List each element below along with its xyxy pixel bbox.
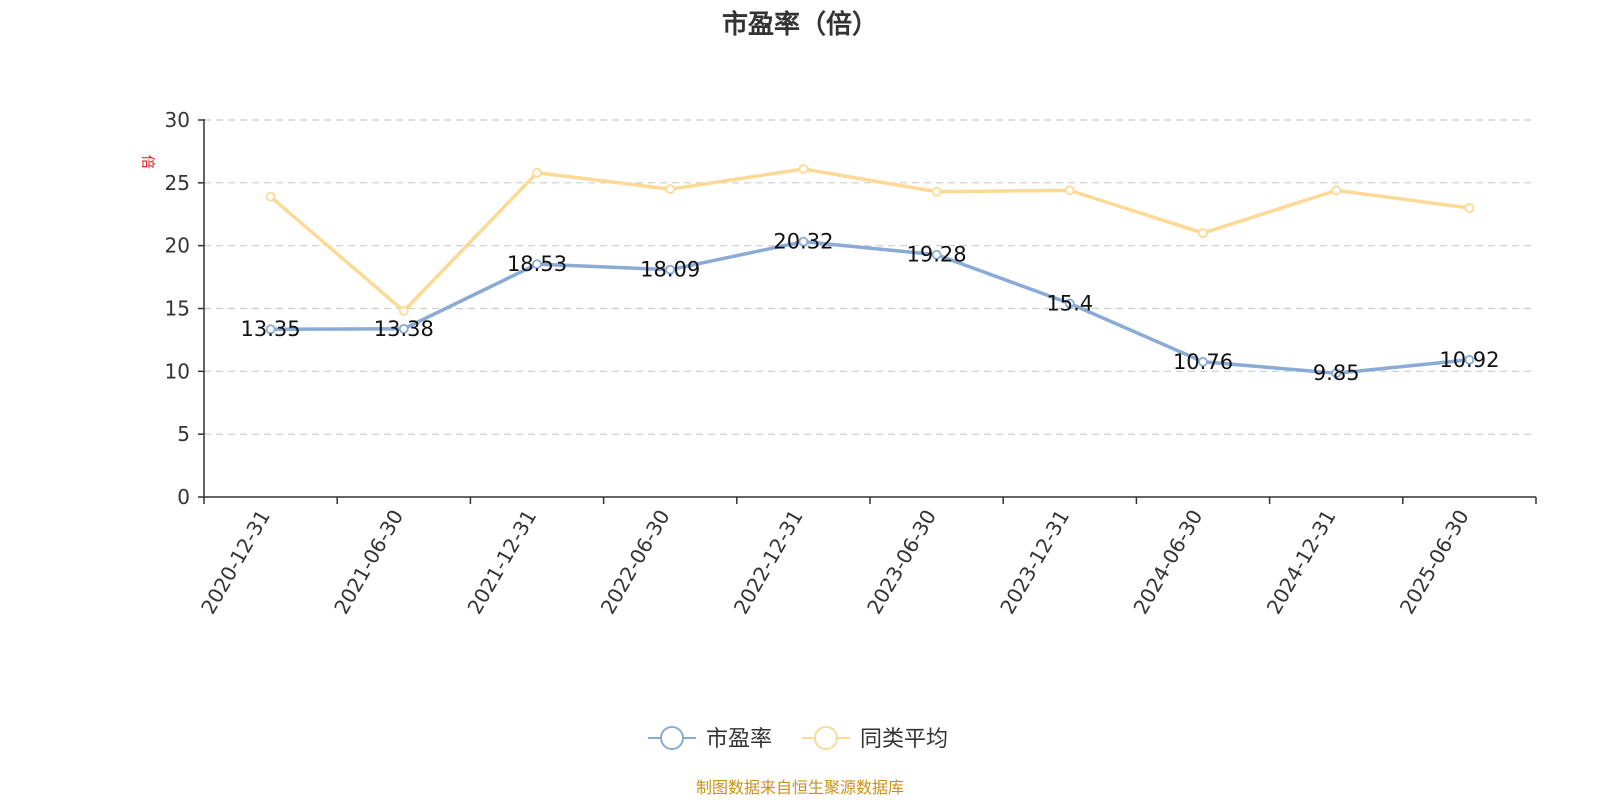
legend[interactable]: 市盈率 同类平均: [648, 726, 948, 752]
series-point-0[interactable]: [1331, 368, 1342, 379]
chart-title: 市盈率（倍）: [722, 9, 878, 40]
y-tick-label: 15: [165, 297, 190, 321]
data-label: 18.53: [507, 252, 567, 276]
series-point-0[interactable]: [265, 324, 276, 335]
grid-lines: [204, 119, 1536, 435]
x-tick-label: 2020-12-31: [196, 506, 275, 619]
x-tick-label: 2024-06-30: [1128, 506, 1207, 619]
data-label: 18.09: [640, 258, 700, 282]
data-label: 19.28: [907, 243, 967, 267]
series-point-1[interactable]: [931, 186, 942, 197]
series-point-0[interactable]: [798, 236, 809, 247]
y-tick-label: 10: [165, 359, 190, 383]
x-tick-label: 2024-12-31: [1262, 506, 1341, 619]
series-line-0: [270, 239, 1470, 375]
legend-label: 市盈率: [706, 727, 772, 752]
series-lines: [265, 164, 1475, 379]
legend-label: 同类平均: [860, 727, 948, 752]
x-tick-label: 2022-06-30: [596, 506, 675, 619]
series-point-0[interactable]: [398, 323, 409, 334]
series-point-1[interactable]: [1464, 203, 1475, 213]
series-point-0[interactable]: [1464, 354, 1475, 365]
data-label: 10.76: [1173, 350, 1233, 374]
data-label: 10.92: [1439, 348, 1499, 372]
legend-item-0[interactable]: 市盈率: [648, 726, 772, 752]
series-point-1[interactable]: [1064, 185, 1075, 196]
series-point-1[interactable]: [1198, 228, 1208, 239]
legend-marker: [660, 726, 684, 750]
series-point-1[interactable]: [665, 184, 676, 195]
series-point-1[interactable]: [798, 164, 809, 174]
series-point-1[interactable]: [532, 167, 542, 178]
legend-marker: [814, 726, 838, 750]
y-unit-label: 倍: [139, 155, 155, 169]
data-label: 9.85: [1313, 361, 1360, 385]
series-point-0[interactable]: [532, 259, 542, 270]
data-label: 15.4: [1046, 291, 1093, 315]
series-point-1[interactable]: [398, 306, 409, 316]
x-tick-label: 2025-06-30: [1395, 506, 1474, 619]
data-labels: 13.35 13.38 18.53 18.09 20.32 19.28 15.4 10.76 9…: [241, 230, 1500, 386]
y-tick-label: 30: [165, 108, 190, 132]
data-source-note: 制图数据来自恒生聚源数据库: [696, 778, 904, 797]
series-point-0[interactable]: [1198, 356, 1208, 367]
y-tick-label: 25: [165, 171, 190, 195]
x-tick-label: 2023-12-31: [995, 506, 1074, 619]
y-tick-label: 0: [177, 485, 190, 509]
series-point-0[interactable]: [1064, 298, 1075, 309]
series-line-1: [269, 167, 1470, 313]
data-label: 13.38: [374, 317, 434, 341]
data-label: 20.32: [773, 230, 833, 254]
x-tick-label: 2023-06-30: [862, 506, 941, 619]
y-tick-label: 5: [177, 422, 190, 446]
x-tick-label: 2021-12-31: [462, 506, 541, 619]
x-tick-label: 2021-06-30: [329, 506, 408, 619]
series-point-1[interactable]: [265, 191, 276, 202]
data-label: 13.35: [241, 317, 301, 341]
series-point-0[interactable]: [665, 264, 676, 275]
series-point-1[interactable]: [1331, 185, 1342, 196]
series-point-0[interactable]: [931, 249, 942, 260]
y-tick-label: 20: [165, 234, 190, 258]
x-tick-label: 2022-12-31: [729, 506, 808, 619]
legend-item-1[interactable]: 同类平均: [802, 726, 948, 752]
